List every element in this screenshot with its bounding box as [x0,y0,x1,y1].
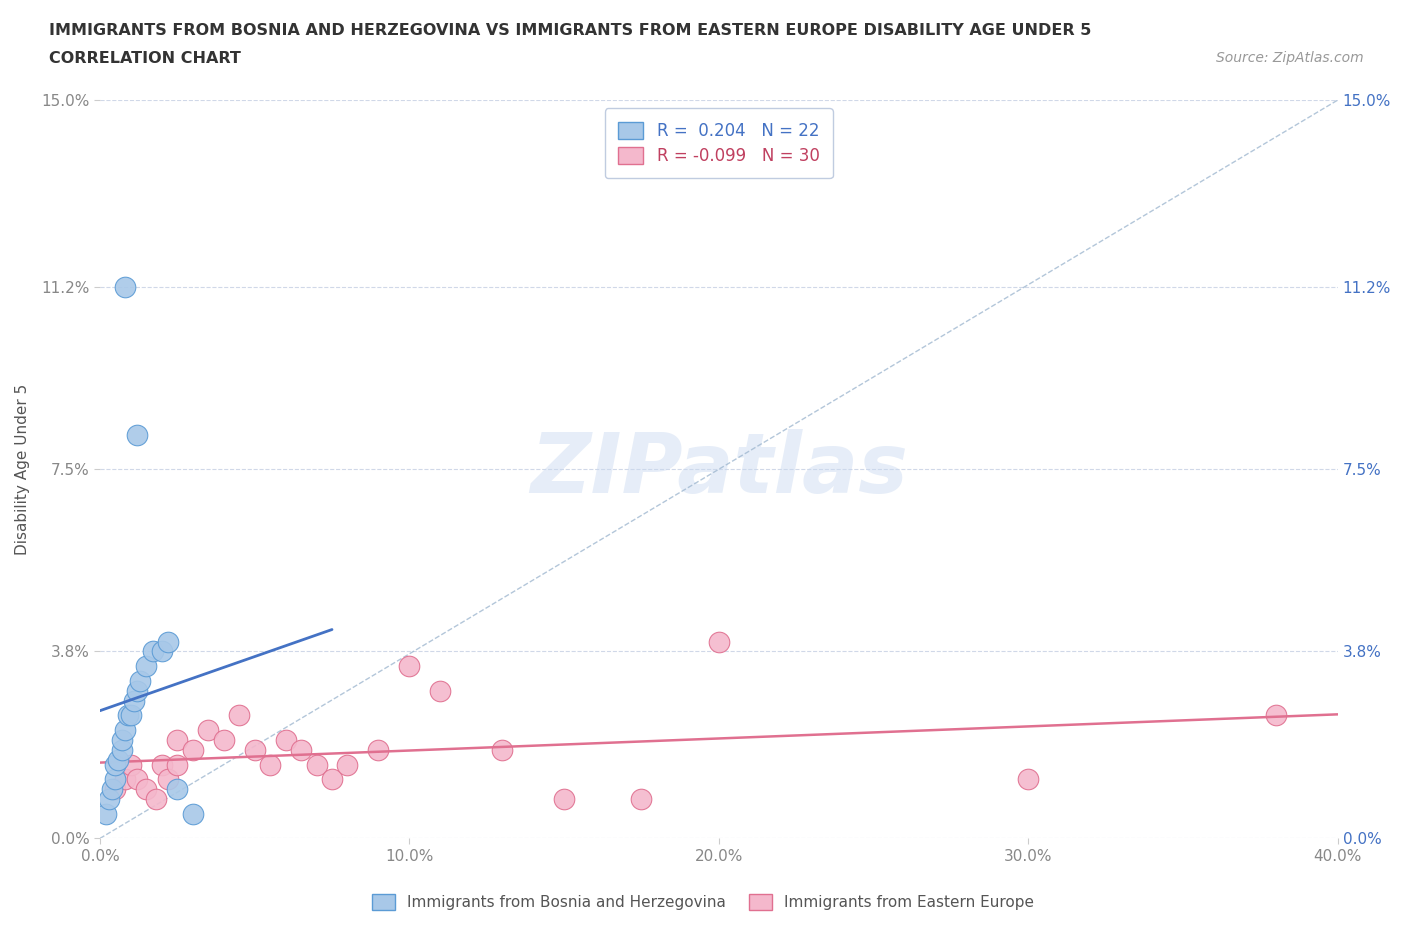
Y-axis label: Disability Age Under 5: Disability Age Under 5 [15,383,30,555]
Point [398,658,420,673]
Point [94,806,117,821]
Point [228,708,250,723]
Point [104,782,127,797]
Point [166,782,188,797]
Point [491,742,513,757]
Legend: Immigrants from Bosnia and Herzegovina, Immigrants from Eastern Europe: Immigrants from Bosnia and Herzegovina, … [364,886,1042,918]
Point [141,644,163,658]
Point [125,428,148,443]
Point [122,693,145,708]
Text: IMMIGRANTS FROM BOSNIA AND HERZEGOVINA VS IMMIGRANTS FROM EASTERN EUROPE DISABIL: IMMIGRANTS FROM BOSNIA AND HERZEGOVINA V… [49,23,1091,38]
Point [120,757,142,772]
Point [110,733,132,748]
Point [135,782,157,797]
Point [117,708,139,723]
Point [259,757,281,772]
Point [305,757,328,772]
Point [114,723,136,737]
Point [125,772,148,787]
Point [630,791,652,806]
Point [429,684,451,698]
Point [156,772,179,787]
Point [197,723,219,737]
Point [98,791,121,806]
Point [107,752,129,767]
Point [104,757,127,772]
Point [707,634,730,649]
Point [114,772,136,787]
Point [166,757,188,772]
Point [129,673,152,688]
Point [145,791,167,806]
Point [1017,772,1039,787]
Point [120,708,142,723]
Point [321,772,343,787]
Text: CORRELATION CHART: CORRELATION CHART [49,51,240,66]
Point [290,742,312,757]
Point [104,772,127,787]
Legend: R =  0.204   N = 22, R = -0.099   N = 30: R = 0.204 N = 22, R = -0.099 N = 30 [605,109,832,178]
Point [101,782,124,797]
Point [150,757,173,772]
Point [150,644,173,658]
Point [156,634,179,649]
Point [553,791,575,806]
Point [166,733,188,748]
Point [367,742,389,757]
Text: ZIPatlas: ZIPatlas [530,429,908,510]
Point [114,280,136,295]
Point [212,733,235,748]
Point [243,742,266,757]
Point [181,806,204,821]
Point [110,742,132,757]
Point [135,658,157,673]
Text: Source: ZipAtlas.com: Source: ZipAtlas.com [1216,51,1364,65]
Point [336,757,359,772]
Point [125,684,148,698]
Point [274,733,297,748]
Point [1264,708,1286,723]
Point [181,742,204,757]
